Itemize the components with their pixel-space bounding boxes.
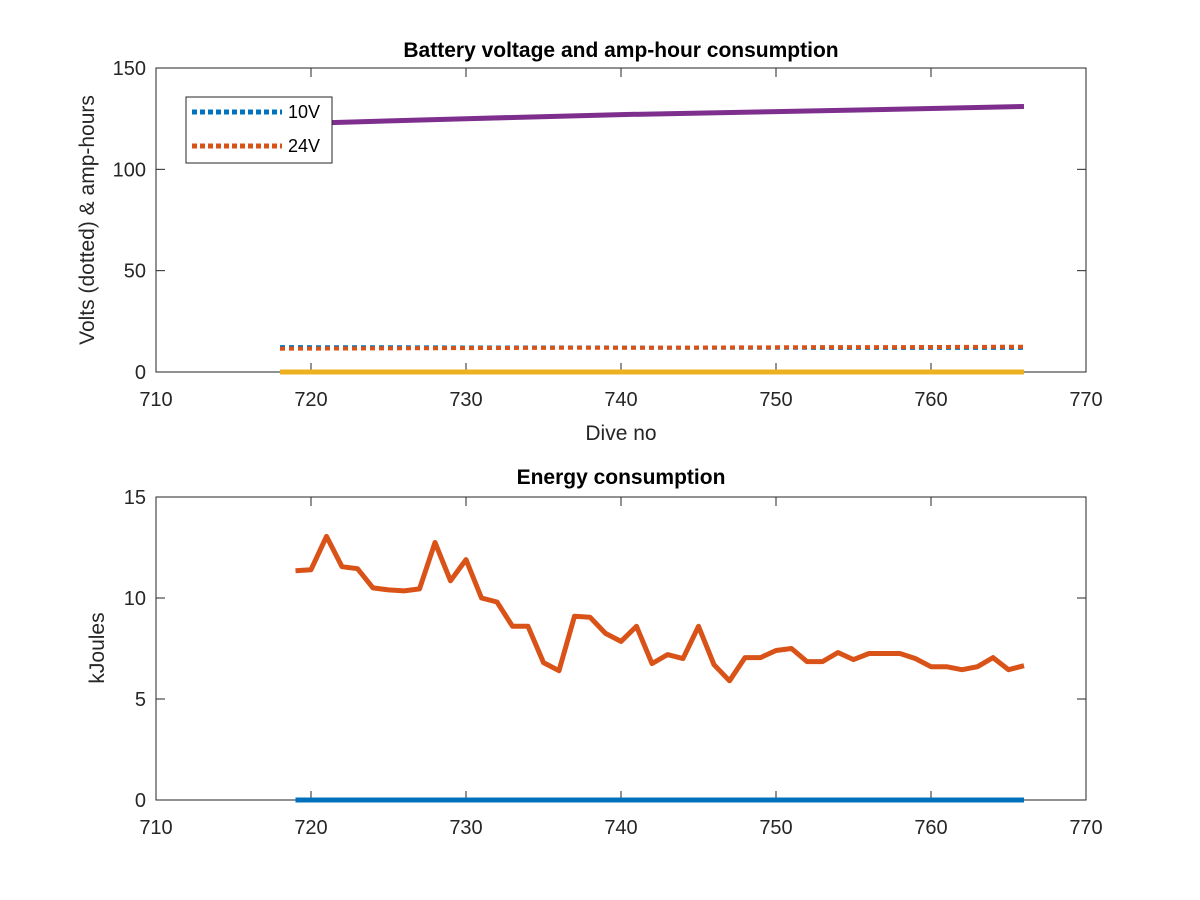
y-tick-label: 15	[124, 487, 146, 509]
legend-label-24v: 24V	[288, 136, 320, 156]
voltage-chart: 710 720 730 740 750 760 770 0 50 100 150 Battery v…	[76, 39, 1103, 445]
y-tick-label: 150	[113, 58, 146, 80]
x-tick-label: 760	[914, 817, 947, 839]
x-tick-label: 720	[294, 817, 327, 839]
voltage-y-axis-label: Volts (dotted) & amp-hours	[76, 95, 99, 345]
y-tick-label: 100	[113, 159, 146, 181]
series-line-24v	[279, 344, 1025, 351]
x-tick-label: 730	[449, 817, 482, 839]
y-tick-label: 5	[135, 689, 146, 711]
x-tick-label: 770	[1069, 389, 1102, 411]
energy-axes-frame	[155, 496, 1087, 801]
voltage-x-axis-label: Dive no	[585, 422, 656, 445]
x-tick-label: 740	[604, 389, 637, 411]
x-tick-label: 750	[759, 389, 792, 411]
y-tick-label: 0	[135, 790, 146, 812]
energy-y-axis-label: kJoules	[86, 612, 109, 683]
y-tick-label: 0	[135, 362, 146, 384]
voltage-plot-area	[279, 104, 1025, 375]
x-tick-label: 730	[449, 389, 482, 411]
x-tick-label: 770	[1069, 817, 1102, 839]
energy-ticks: 710 720 730 740 750 760 770 0 5 10 15	[124, 487, 1103, 839]
energy-plot-area	[295, 533, 1025, 803]
energy-chart: 710 720 730 740 750 760 770 0 5 10 15 Energy consu…	[86, 466, 1103, 839]
series-line-1-1	[295, 533, 1025, 684]
y-tick-label: 50	[124, 261, 146, 283]
x-tick-label: 750	[759, 817, 792, 839]
voltage-chart-title: Battery voltage and amp-hour consumption	[403, 39, 838, 62]
x-tick-label: 720	[294, 389, 327, 411]
energy-chart-title: Energy consumption	[517, 466, 726, 489]
y-tick-label: 10	[124, 588, 146, 610]
legend-label-10v: 10V	[288, 102, 320, 122]
x-tick-label: 710	[139, 389, 172, 411]
x-tick-label: 710	[139, 817, 172, 839]
legend: 10V 24V	[185, 96, 333, 164]
legend-box	[185, 96, 333, 164]
series-line-0-3	[326, 104, 1025, 126]
x-tick-label: 760	[914, 389, 947, 411]
x-tick-label: 740	[604, 817, 637, 839]
